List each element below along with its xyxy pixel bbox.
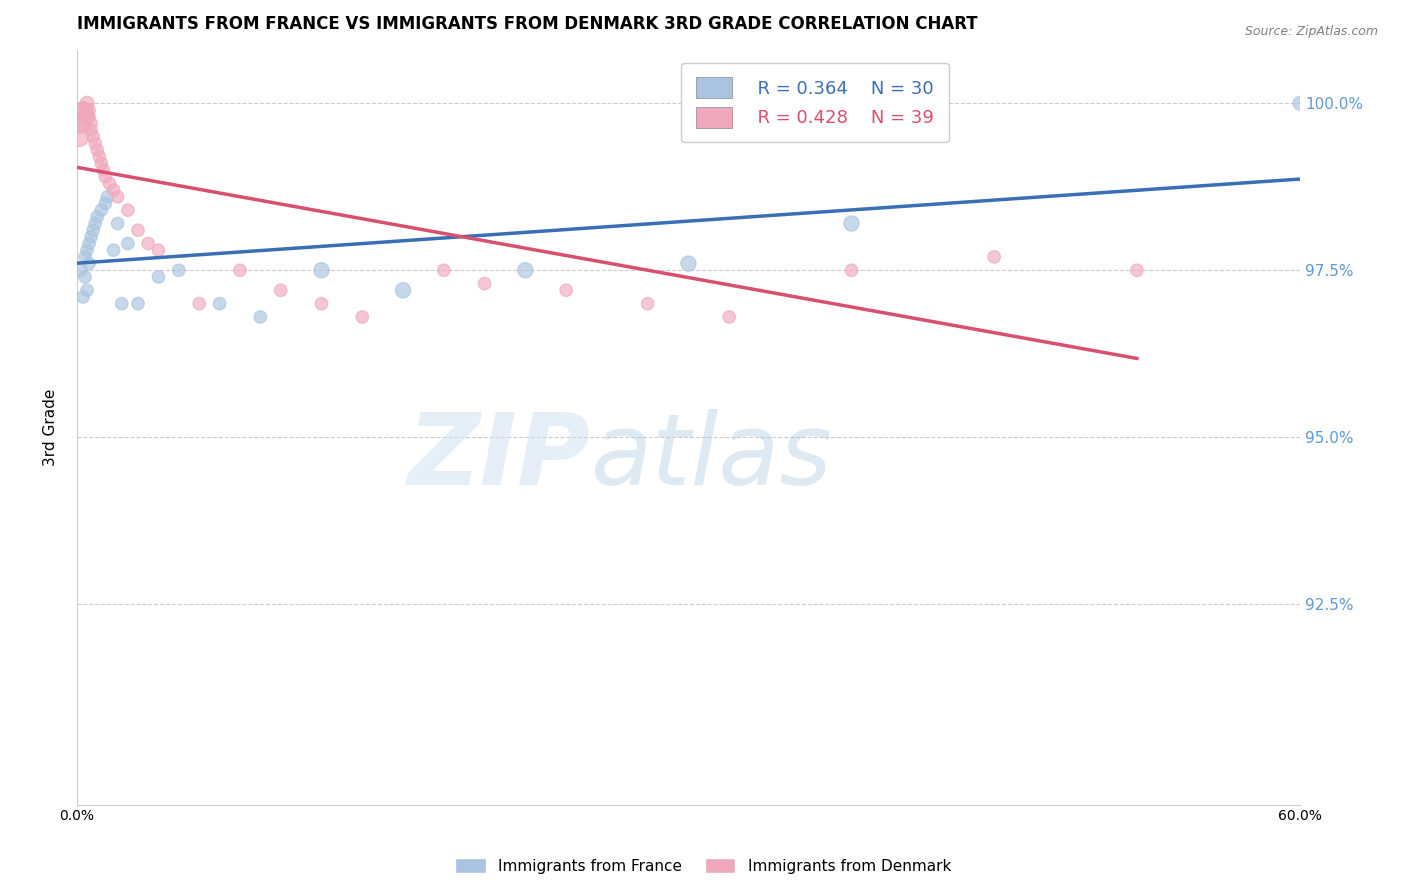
Point bbox=[148, 269, 170, 284]
Point bbox=[1126, 263, 1149, 277]
Point bbox=[70, 263, 93, 277]
Text: Source: ZipAtlas.com: Source: ZipAtlas.com bbox=[1244, 25, 1378, 38]
Point bbox=[84, 217, 107, 231]
Point bbox=[89, 150, 111, 164]
Text: IMMIGRANTS FROM FRANCE VS IMMIGRANTS FROM DENMARK 3RD GRADE CORRELATION CHART: IMMIGRANTS FROM FRANCE VS IMMIGRANTS FRO… bbox=[77, 15, 977, 33]
Point bbox=[841, 263, 863, 277]
Point bbox=[73, 269, 96, 284]
Point bbox=[555, 283, 578, 297]
Point bbox=[103, 183, 125, 197]
Point bbox=[72, 103, 94, 117]
Point bbox=[76, 283, 98, 297]
Point bbox=[107, 190, 129, 204]
Point bbox=[94, 169, 117, 184]
Point bbox=[77, 236, 100, 251]
Point bbox=[86, 210, 108, 224]
Point bbox=[90, 203, 112, 218]
Point bbox=[80, 116, 103, 130]
Point bbox=[72, 290, 94, 304]
Point bbox=[93, 163, 115, 178]
Point bbox=[84, 136, 107, 151]
Point bbox=[77, 256, 100, 270]
Point bbox=[841, 217, 863, 231]
Text: ZIP: ZIP bbox=[408, 409, 591, 506]
Point bbox=[82, 223, 104, 237]
Point bbox=[983, 250, 1005, 264]
Point bbox=[148, 244, 170, 258]
Point bbox=[167, 263, 190, 277]
Point bbox=[107, 217, 129, 231]
Point bbox=[117, 203, 139, 218]
Point bbox=[637, 296, 659, 310]
Point bbox=[80, 230, 103, 244]
Point bbox=[77, 103, 100, 117]
Point bbox=[136, 236, 159, 251]
Point bbox=[67, 129, 90, 144]
Point bbox=[392, 283, 415, 297]
Point bbox=[103, 244, 125, 258]
Point bbox=[70, 116, 93, 130]
Point bbox=[76, 244, 98, 258]
Point bbox=[678, 256, 700, 270]
Point bbox=[117, 236, 139, 251]
Legend:   R = 0.364    N = 30,   R = 0.428    N = 39: R = 0.364 N = 30, R = 0.428 N = 39 bbox=[681, 62, 949, 142]
Point bbox=[94, 196, 117, 211]
Point bbox=[1289, 96, 1312, 111]
Point bbox=[127, 296, 149, 310]
Point bbox=[515, 263, 537, 277]
Point bbox=[127, 223, 149, 237]
Point bbox=[82, 129, 104, 144]
Point bbox=[76, 96, 98, 111]
Point bbox=[208, 296, 231, 310]
Point bbox=[311, 296, 333, 310]
Point bbox=[229, 263, 252, 277]
Point bbox=[111, 296, 134, 310]
Text: atlas: atlas bbox=[591, 409, 832, 506]
Y-axis label: 3rd Grade: 3rd Grade bbox=[44, 389, 58, 466]
Point bbox=[474, 277, 496, 291]
Point bbox=[72, 116, 94, 130]
Point bbox=[86, 143, 108, 157]
Point bbox=[270, 283, 292, 297]
Point bbox=[311, 263, 333, 277]
Point bbox=[77, 110, 100, 124]
Point bbox=[73, 110, 96, 124]
Point bbox=[352, 310, 374, 324]
Point bbox=[73, 250, 96, 264]
Point bbox=[433, 263, 456, 277]
Point bbox=[188, 296, 211, 310]
Point bbox=[80, 123, 103, 137]
Point bbox=[249, 310, 271, 324]
Point bbox=[96, 190, 118, 204]
Point bbox=[98, 177, 121, 191]
Point bbox=[76, 110, 98, 124]
Legend: Immigrants from France, Immigrants from Denmark: Immigrants from France, Immigrants from … bbox=[449, 852, 957, 880]
Point bbox=[73, 103, 96, 117]
Point bbox=[718, 310, 741, 324]
Point bbox=[90, 156, 112, 170]
